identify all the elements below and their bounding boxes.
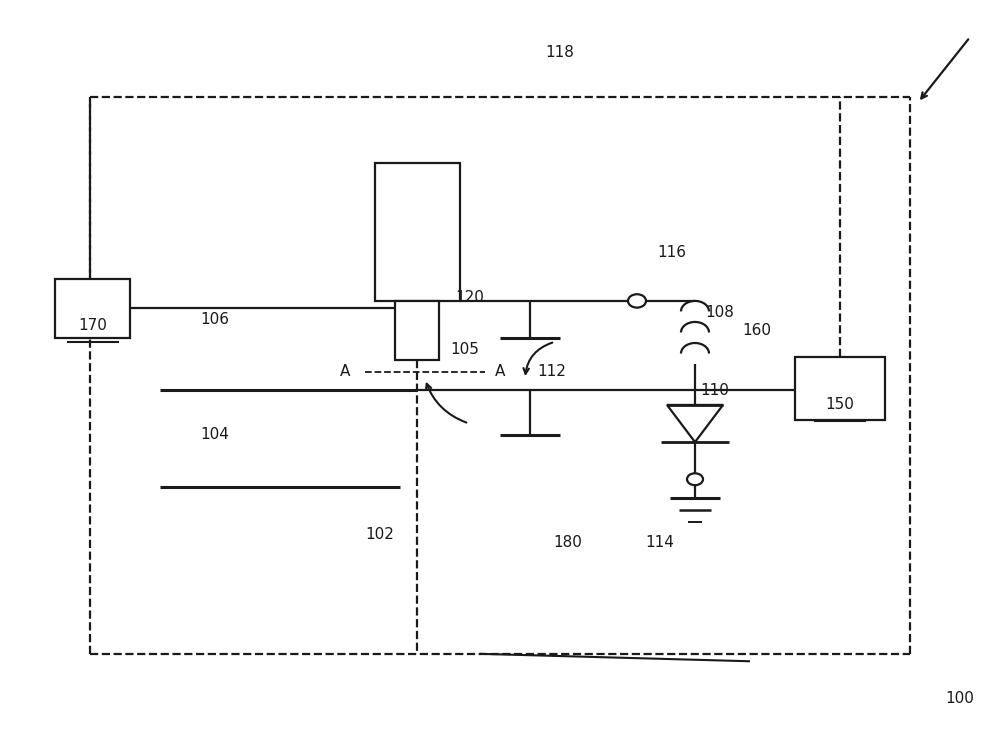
Text: 104: 104 xyxy=(201,427,229,442)
Text: 120: 120 xyxy=(456,290,484,305)
Text: 150: 150 xyxy=(826,398,854,412)
Text: 105: 105 xyxy=(451,342,479,357)
Circle shape xyxy=(628,294,646,308)
Bar xyxy=(375,163,460,301)
Text: 110: 110 xyxy=(701,383,729,398)
Text: 102: 102 xyxy=(366,528,394,542)
Text: 108: 108 xyxy=(706,305,734,319)
Bar xyxy=(55,279,130,338)
Bar xyxy=(795,357,885,420)
Text: A: A xyxy=(340,364,350,379)
Text: 112: 112 xyxy=(538,364,566,379)
Text: 180: 180 xyxy=(554,535,582,550)
Text: 100: 100 xyxy=(946,691,974,706)
Bar xyxy=(395,301,439,360)
Text: 106: 106 xyxy=(200,312,230,327)
Text: 170: 170 xyxy=(79,318,107,333)
Text: 116: 116 xyxy=(658,245,686,260)
Text: 160: 160 xyxy=(742,323,772,338)
Text: 114: 114 xyxy=(646,535,674,550)
Circle shape xyxy=(687,473,703,485)
Text: 118: 118 xyxy=(546,45,574,59)
Text: A: A xyxy=(495,364,505,379)
